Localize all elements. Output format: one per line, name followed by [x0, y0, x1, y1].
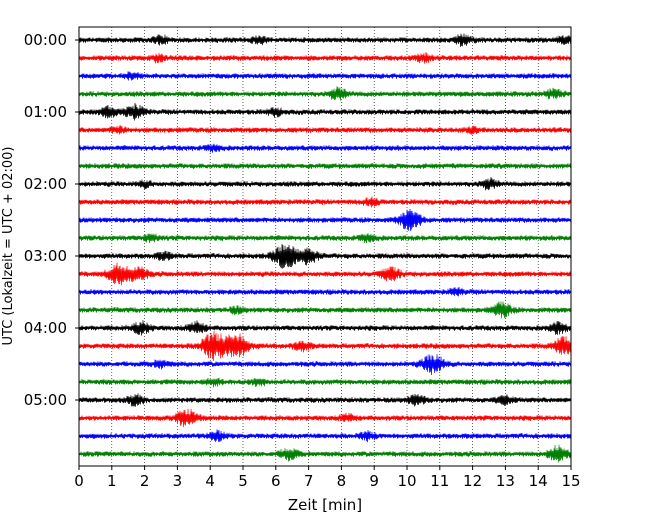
x-tick-label: 0	[74, 472, 84, 490]
trace-row-0115	[78, 125, 572, 135]
x-tick-label: 15	[561, 472, 580, 490]
x-tick-label: 1	[107, 472, 117, 490]
trace-row-0430	[78, 354, 572, 376]
x-tick-label: 7	[304, 472, 314, 490]
plot-frame	[78, 26, 572, 467]
trace-row-0145	[78, 162, 572, 169]
y-tick-label: 04:00	[24, 319, 67, 337]
trace-row-0415	[78, 330, 572, 362]
y-axis-ticks: 00:00 01:00 02:00 03:00 04:00 05:00	[24, 31, 79, 409]
trace-row-0300	[78, 243, 572, 269]
trace-row-0215	[78, 196, 572, 208]
trace-row-0030	[78, 71, 572, 81]
trace-row-0330	[78, 286, 572, 297]
y-axis-label: UTC (Lokalzeit = UTC + 02:00)	[1, 147, 16, 346]
x-tick-label: 6	[271, 472, 281, 490]
minute-grid	[111, 27, 539, 466]
trace-row-0500	[78, 393, 572, 407]
trace-row-0000	[78, 33, 572, 48]
trace-row-0530	[78, 429, 572, 443]
trace-row-0315	[78, 262, 572, 286]
y-tick-label: 02:00	[24, 175, 67, 193]
trace-row-0400	[78, 320, 572, 336]
x-tick-label: 9	[369, 472, 379, 490]
trace-row-0445	[78, 377, 572, 388]
seismic-traces	[78, 33, 572, 463]
x-axis-ticks: 0 1 2 3 4 5 6 7 8 9 10 11 12 13 14 15	[74, 466, 581, 490]
x-tick-label: 4	[205, 472, 215, 490]
trace-row-0100	[78, 102, 572, 121]
trace-row-0045	[78, 86, 572, 101]
y-tick-label: 01:00	[24, 103, 67, 121]
x-tick-label: 8	[337, 472, 347, 490]
trace-row-0345	[78, 301, 572, 319]
x-tick-label: 11	[430, 472, 449, 490]
trace-row-0015	[78, 51, 572, 64]
x-tick-label: 3	[173, 472, 183, 490]
trace-row-0245	[78, 233, 572, 244]
trace-row-0545	[78, 444, 572, 463]
x-tick-label: 14	[529, 472, 548, 490]
x-tick-label: 13	[496, 472, 515, 490]
x-tick-label: 2	[140, 472, 150, 490]
trace-row-0200	[78, 177, 572, 191]
x-tick-label: 5	[238, 472, 248, 490]
y-tick-label: 05:00	[24, 391, 67, 409]
trace-row-0515	[78, 408, 572, 428]
trace-row-0230	[78, 208, 572, 231]
x-tick-label: 10	[397, 472, 416, 490]
y-tick-label: 00:00	[24, 31, 67, 49]
x-tick-label: 12	[463, 472, 482, 490]
trace-row-0130	[78, 143, 572, 153]
x-axis-label: Zeit [min]	[288, 496, 362, 514]
y-tick-label: 03:00	[24, 247, 67, 265]
